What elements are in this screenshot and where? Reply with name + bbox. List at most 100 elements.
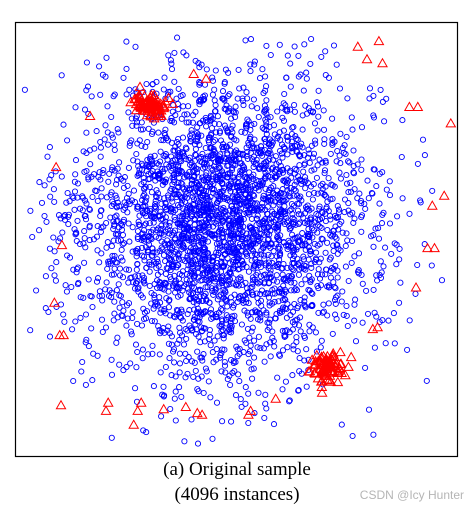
majority-point [299,126,306,133]
majority-point [102,122,109,129]
majority-point [228,316,235,323]
majority-point [149,128,156,135]
majority-point [236,202,243,209]
majority-point [74,180,81,187]
majority-point [345,158,352,165]
majority-point [165,194,172,201]
majority-point [358,124,366,131]
majority-point [315,309,322,316]
majority-point [349,432,356,440]
majority-point [245,268,252,275]
majority-point [252,205,259,212]
minority-outlier-point [372,321,384,332]
majority-point [213,173,220,180]
majority-point [214,296,221,303]
majority-point [79,358,86,366]
majority-point [262,163,269,170]
majority-point [284,52,291,59]
majority-point [113,195,120,202]
majority-point [302,204,310,211]
majority-point [58,173,65,180]
majority-point [291,101,298,109]
majority-point [181,438,188,445]
majority-point [141,316,148,323]
majority-point [156,351,163,358]
majority-point [293,334,300,341]
majority-point [301,210,309,217]
majority-point [310,150,318,157]
majority-point [119,299,126,306]
majority-point [151,173,158,180]
majority-point [162,270,169,277]
majority-point [184,232,191,239]
majority-point [316,275,324,282]
majority-point [127,328,135,335]
majority-point [289,260,296,267]
majority-point [295,220,302,228]
majority-point [212,67,219,74]
majority-point [183,191,190,198]
majority-point [244,309,251,316]
majority-point [329,115,336,122]
majority-point [139,234,147,241]
majority-point [414,261,421,269]
majority-point [293,166,300,174]
majority-point [82,381,89,388]
majority-point [105,178,112,185]
majority-point [328,181,335,188]
majority-point [231,232,238,239]
majority-point [307,250,314,258]
majority-point [265,141,272,148]
majority-point [159,165,166,173]
majority-point [130,279,137,286]
majority-point [255,165,263,173]
majority-point [357,197,365,204]
minority-cluster-point [146,105,158,115]
majority-point [194,135,201,142]
majority-point [335,206,343,213]
majority-point [288,174,295,181]
majority-point [298,242,306,249]
majority-point [342,150,349,158]
majority-point [183,172,190,179]
majority-point [231,248,238,255]
majority-point [287,224,294,231]
majority-point [339,288,346,295]
majority-point [344,322,351,330]
majority-point [101,136,108,143]
majority-point [281,332,288,339]
majority-point [301,160,308,167]
majority-point [355,267,362,274]
majority-point [83,59,90,66]
majority-point [163,265,170,272]
majority-point [220,335,227,342]
majority-point [190,316,197,323]
majority-point [172,280,179,288]
majority-point [250,265,257,272]
majority-point [160,137,167,144]
majority-point [175,85,182,92]
caption-title: (a) Original sample [163,459,311,480]
majority-point [218,328,225,335]
majority-point [329,330,336,337]
majority-point [110,271,117,278]
majority-point [175,141,182,148]
majority-point [46,333,54,340]
majority-point [291,252,298,259]
majority-point [168,114,175,122]
majority-point [297,193,304,200]
majority-point [428,262,435,269]
majority-point [226,269,234,276]
majority-point [165,304,172,311]
majority-point [142,197,149,204]
majority-point [324,226,331,234]
majority-point [243,263,250,271]
majority-point [295,211,302,218]
majority-point [358,200,365,207]
minority-outlier-point [58,329,70,340]
majority-point [62,282,69,289]
majority-point [406,317,413,324]
majority-point [333,158,340,165]
majority-point [166,283,173,290]
majority-point [210,189,217,197]
